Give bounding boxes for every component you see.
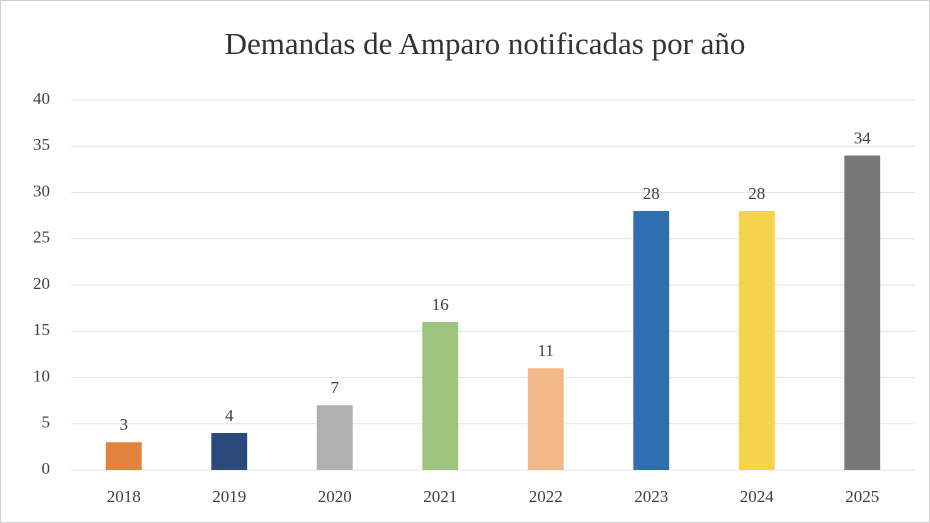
bar xyxy=(527,368,564,470)
y-tick-label: 5 xyxy=(42,413,51,432)
bar xyxy=(105,442,142,470)
data-label: 11 xyxy=(538,341,554,360)
x-tick-label: 2021 xyxy=(423,487,457,506)
bar xyxy=(211,433,248,470)
y-tick-label: 0 xyxy=(42,459,51,478)
x-tick-label: 2018 xyxy=(107,487,141,506)
x-tick-label: 2023 xyxy=(634,487,668,506)
data-label: 34 xyxy=(854,128,872,147)
y-tick-label: 30 xyxy=(33,181,50,200)
data-label: 28 xyxy=(748,184,765,203)
bar xyxy=(844,155,881,470)
x-tick-label: 2024 xyxy=(740,487,775,506)
data-label: 28 xyxy=(643,184,660,203)
x-tick-label: 2019 xyxy=(212,487,246,506)
bar xyxy=(738,211,775,470)
y-tick-label: 40 xyxy=(33,89,50,108)
chart-title: Demandas de Amparo notificadas por año xyxy=(225,26,746,61)
y-tick-label: 15 xyxy=(33,320,50,339)
x-tick-label: 2025 xyxy=(845,487,879,506)
data-label: 4 xyxy=(225,406,234,425)
data-label: 3 xyxy=(120,415,129,434)
y-tick-label: 10 xyxy=(33,366,50,385)
data-label: 7 xyxy=(331,378,340,397)
x-tick-label: 2022 xyxy=(529,487,563,506)
y-tick-label: 25 xyxy=(33,228,50,247)
y-tick-label: 20 xyxy=(33,274,50,293)
y-tick-label: 35 xyxy=(33,135,50,154)
bar xyxy=(422,322,459,470)
bar xyxy=(633,211,670,470)
x-tick-label: 2020 xyxy=(318,487,352,506)
data-label: 16 xyxy=(432,295,449,314)
bar xyxy=(316,405,353,470)
